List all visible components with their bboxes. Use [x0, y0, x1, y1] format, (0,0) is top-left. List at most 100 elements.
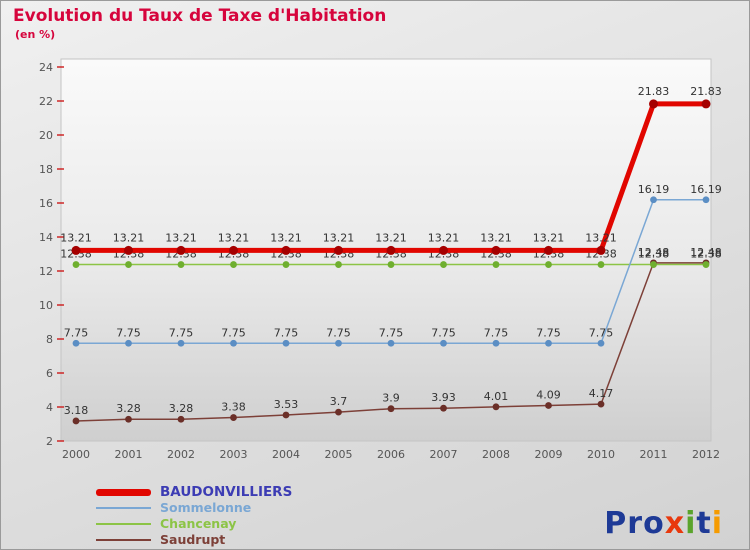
data-point-label: 4.01	[484, 390, 509, 403]
y-axis-tick-label: 18	[39, 163, 53, 176]
logo-letter: o	[643, 506, 665, 541]
legend-item: Saudrupt	[96, 533, 292, 547]
legend-swatch	[96, 507, 151, 509]
data-point-marker	[72, 339, 80, 347]
x-axis-tick-label: 2012	[692, 448, 720, 461]
data-point-marker	[440, 261, 447, 268]
y-axis-tick-label: 16	[39, 197, 53, 210]
y-axis-tick-label: 12	[39, 265, 53, 278]
data-point-marker	[545, 402, 552, 409]
data-point-marker	[71, 245, 81, 255]
data-point-label: 7.75	[431, 326, 456, 339]
data-point-marker	[492, 403, 500, 411]
data-point-marker	[597, 400, 605, 408]
data-point-marker	[176, 245, 186, 255]
data-point-marker	[335, 408, 342, 416]
data-point-label: 12.48	[690, 246, 722, 259]
data-point-label: 3.7	[330, 395, 348, 408]
data-point-label: 3.53	[274, 398, 299, 411]
series-baudonvilliers: 13.21 13.21 13.21 13.21 13.21 13.21 13.21 13.21…	[60, 85, 722, 255]
data-point-marker	[597, 339, 605, 347]
x-axis-tick-label: 2001	[115, 448, 143, 461]
x-axis-tick-label: 2007	[430, 448, 458, 461]
series-layer: 3.18 3.28 3.28 3.38 3.53 3.7 3.9 3.93 4.01 4.09 4.…	[60, 85, 722, 425]
data-point-marker	[491, 245, 501, 255]
y-axis-tick-label: 20	[39, 129, 53, 142]
data-point-marker	[72, 261, 80, 268]
y-axis-tick-label: 22	[39, 95, 53, 108]
data-point-marker	[230, 339, 237, 347]
legend-label: BAUDONVILLIERS	[160, 484, 293, 500]
data-point-marker	[650, 261, 657, 268]
data-point-marker	[440, 339, 447, 347]
data-point-marker	[702, 261, 710, 268]
data-point-label: 3.93	[431, 391, 456, 404]
data-point-marker	[125, 415, 132, 423]
data-point-label: 7.75	[274, 326, 299, 339]
data-point-label: 3.9	[382, 392, 400, 405]
data-point-label: 13.21	[480, 231, 512, 244]
data-point-marker	[229, 245, 238, 255]
data-point-label: 7.75	[116, 326, 141, 339]
legend-label: Sommelonne	[160, 500, 252, 515]
data-point-marker	[230, 414, 237, 421]
x-axis-tick-label: 2005	[325, 448, 353, 461]
data-point-marker	[282, 411, 290, 419]
data-point-marker	[649, 99, 658, 109]
data-point-marker	[650, 196, 657, 204]
legend-swatch	[96, 488, 151, 496]
data-point-marker	[125, 339, 132, 347]
x-axis-tick-label: 2008	[482, 448, 510, 461]
data-point-marker	[282, 261, 290, 268]
logo-letter: r	[627, 506, 644, 541]
proxiti-logo: Proxiti	[604, 506, 723, 541]
series-sommelonne: 7.75 7.75 7.75 7.75 7.75 7.75 7.75 7.75 7.75 7.75…	[64, 183, 722, 347]
x-axis-tick-label: 2011	[640, 448, 668, 461]
page-title: Evolution du Taux de Taxe d'Habitation	[13, 6, 387, 26]
data-point-marker	[492, 339, 500, 347]
data-point-label: 13.21	[428, 231, 460, 244]
data-point-marker	[281, 245, 291, 255]
data-point-label: 4.09	[536, 388, 561, 401]
data-point-label: 13.21	[375, 231, 407, 244]
data-point-marker	[492, 261, 500, 268]
x-axis-tick-label: 2004	[272, 448, 300, 461]
x-axis-tick-label: 2002	[167, 448, 195, 461]
data-point-marker	[701, 99, 711, 109]
data-point-marker	[545, 261, 552, 268]
data-point-label: 3.28	[169, 402, 194, 415]
data-point-label: 13.21	[60, 231, 92, 244]
data-point-label: 13.21	[585, 231, 617, 244]
x-axis-tick-label: 2000	[62, 448, 90, 461]
x-axis-tick-label: 2006	[377, 448, 405, 461]
data-point-marker	[387, 405, 395, 413]
logo-letter: P	[604, 506, 628, 541]
page-subtitle: (en %)	[15, 28, 56, 41]
y-axis-tick-label: 10	[39, 299, 53, 312]
data-point-label: 3.28	[116, 402, 141, 415]
data-point-label: 7.75	[536, 326, 561, 339]
series-saudrupt: 3.18 3.28 3.28 3.38 3.53 3.7 3.9 3.93 4.01 4.09 4.…	[64, 246, 722, 425]
x-axis-tick-label: 2003	[220, 448, 248, 461]
data-point-label: 13.21	[533, 231, 565, 244]
legend-swatch	[96, 523, 151, 525]
logo-letter: i	[711, 506, 723, 541]
data-point-label: 13.21	[113, 231, 145, 244]
data-point-label: 7.75	[379, 326, 404, 339]
data-point-marker	[124, 245, 133, 255]
y-axis-tick-label: 24	[39, 61, 53, 74]
data-point-label: 7.75	[64, 326, 89, 339]
data-point-marker	[177, 261, 185, 268]
data-point-label: 12.38	[690, 248, 722, 261]
chart-legend: BAUDONVILLIERS Sommelonne Chancenay Saudrup…	[96, 485, 292, 547]
data-point-label: 13.21	[270, 231, 302, 244]
x-axis-tick-label: 2009	[535, 448, 563, 461]
data-point-marker	[177, 339, 185, 347]
data-point-marker	[440, 404, 447, 412]
data-point-label: 7.75	[589, 326, 614, 339]
data-point-marker	[386, 245, 396, 255]
data-point-marker	[439, 245, 448, 255]
